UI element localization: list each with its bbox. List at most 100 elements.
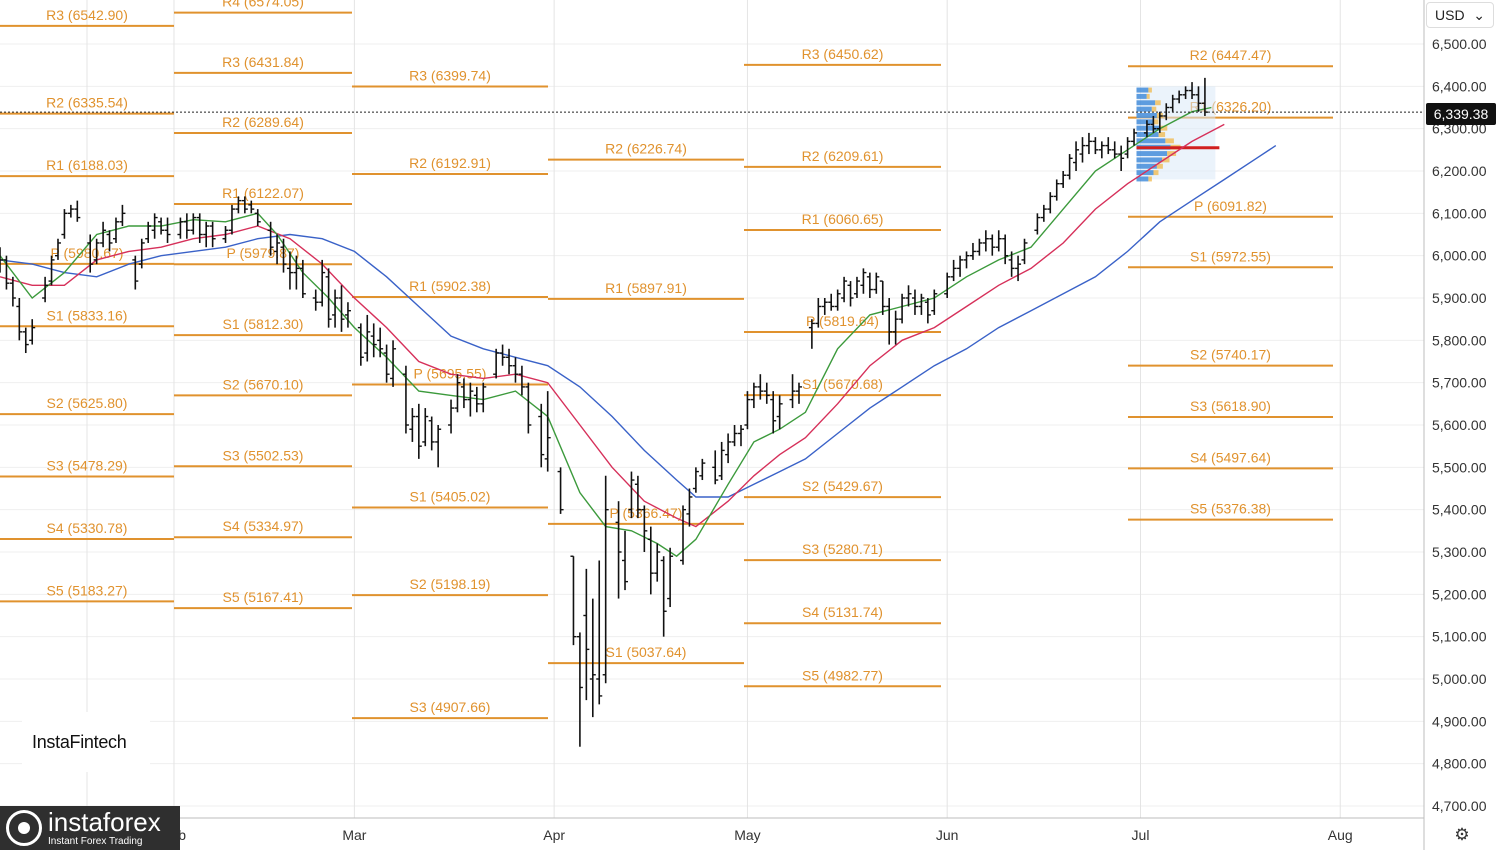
y-tick-label: 5,200.00 [1432, 586, 1487, 602]
y-tick-label: 6,000.00 [1432, 248, 1487, 264]
instaforex-logo-icon [6, 810, 42, 846]
volume-profile-bin [1136, 106, 1152, 112]
pivot-level-label: R2 (6289.64) [222, 114, 304, 130]
volume-profile-bin [1167, 151, 1177, 157]
pivot-level-label: S5 (5376.38) [1190, 501, 1271, 517]
pivot-level-label: S4 (5131.74) [802, 604, 883, 620]
volume-profile-bin [1153, 170, 1159, 176]
instaforex-logo: instaforex Instant Forex Trading [0, 806, 180, 850]
currency-label: USD [1435, 7, 1465, 23]
pivot-level-label: S1 (5833.16) [47, 307, 128, 323]
y-tick-label: 5,700.00 [1432, 375, 1487, 391]
pivot-level-label: P (5980.67) [51, 245, 124, 261]
pivot-level-label: S3 (5618.90) [1190, 398, 1271, 414]
volume-profile-bin [1148, 176, 1152, 182]
volume-profile-bin [1136, 157, 1162, 163]
currency-selector[interactable]: USD ⌄ [1426, 2, 1494, 28]
watermark-brand: InstaFintech [22, 712, 150, 772]
pivot-level-label: S3 (5502.53) [223, 447, 304, 463]
volume-profile-bin [1155, 100, 1161, 106]
y-tick-label: 4,900.00 [1432, 713, 1487, 729]
x-tick-label: Aug [1328, 827, 1353, 843]
y-tick-label: 5,400.00 [1432, 502, 1487, 518]
pivot-level-label: R2 (6209.61) [802, 148, 884, 164]
volume-profile-bin [1136, 113, 1157, 118]
ema-mid-series [0, 123, 1225, 528]
pivot-level-label: R1 (6060.65) [802, 211, 884, 227]
y-tick-label: 6,100.00 [1432, 205, 1487, 221]
volume-profile-bin [1146, 93, 1150, 99]
volume-profile-bin [1136, 138, 1166, 144]
pivot-level-label: R2 (6226.74) [605, 141, 687, 157]
chevron-down-icon: ⌄ [1473, 6, 1485, 23]
pivot-level-label: S1 (5972.55) [1190, 248, 1271, 264]
pivot-level-label: R4 (6574.05) [222, 0, 304, 10]
volume-profile-bin [1136, 119, 1154, 125]
volume-profile-bin [1136, 125, 1161, 131]
ema-slow-series [0, 145, 1277, 498]
x-tick-label: Jun [936, 827, 959, 843]
y-tick-label: 6,500.00 [1432, 36, 1487, 52]
y-tick-label: 5,300.00 [1432, 544, 1487, 560]
pivot-level-label: S2 (5670.10) [223, 376, 304, 392]
pivot-level-label: S3 (5280.71) [802, 541, 883, 557]
pivot-level-label: R3 (6542.90) [46, 7, 128, 23]
pivot-level-label: S1 (5670.68) [802, 376, 883, 392]
pivot-level-label: R1 (5902.38) [409, 278, 491, 294]
last-price-tag: 6,339.38 [1426, 103, 1496, 125]
pivot-level-label: S1 (5405.02) [410, 489, 491, 505]
volume-profile-bin [1151, 106, 1157, 112]
pivot-level-label: S2 (5740.17) [1190, 347, 1271, 363]
y-tick-label: 5,800.00 [1432, 332, 1487, 348]
pivot-level-label: R3 (6399.74) [409, 67, 491, 83]
pivot-level-label: R2 (6335.54) [46, 95, 128, 111]
volume-profile-bin [1165, 138, 1174, 144]
pivot-level-label: P (5979.87) [227, 245, 300, 261]
pivot-level-label: R2 (6192.91) [409, 155, 491, 171]
pivot-level-label: P (6091.82) [1194, 198, 1267, 214]
pivot-level-label: R1 (6188.03) [46, 157, 128, 173]
pivot-level-label: R3 (6450.62) [802, 46, 884, 62]
logo-name: instaforex [48, 807, 161, 837]
pivot-level-label: S4 (5497.64) [1190, 449, 1271, 465]
volume-profile-bin [1136, 151, 1168, 157]
pivot-level-label: S2 (5429.67) [802, 478, 883, 494]
y-tick-label: 6,200.00 [1432, 163, 1487, 179]
volume-profile-bin [1136, 176, 1149, 182]
gear-icon[interactable]: ⚙ [1454, 825, 1470, 844]
pivot-level-label: R1 (5897.91) [605, 280, 687, 296]
volume-profile-bin [1160, 125, 1168, 131]
pivot-level-label: R3 (6431.84) [222, 54, 304, 70]
pivot-level-label: S3 (4907.66) [410, 699, 491, 715]
pivot-level-label: P (5366.47) [610, 505, 683, 521]
x-tick-label: Jul [1132, 827, 1150, 843]
pivot-level-label: R1 (6122.07) [222, 185, 304, 201]
x-tick-label: Apr [543, 827, 565, 843]
volume-profile-bin [1156, 163, 1163, 169]
y-tick-label: 6,400.00 [1432, 78, 1487, 94]
y-tick-label: 4,800.00 [1432, 756, 1487, 772]
volume-profile-bin [1136, 87, 1149, 93]
pivot-level-label: S4 (5330.78) [47, 520, 128, 536]
y-tick-label: 5,000.00 [1432, 671, 1487, 687]
pivot-level-label: P (5819.64) [806, 313, 879, 329]
logo-tagline: Instant Forex Trading [48, 836, 143, 847]
pivot-level-label: S3 (5478.29) [47, 458, 128, 474]
volume-profile-bin [1158, 132, 1166, 137]
y-tick-label: 5,500.00 [1432, 459, 1487, 475]
pivot-level-label: S4 (5334.97) [223, 518, 304, 534]
pivot-level-label: S2 (5625.80) [47, 395, 128, 411]
pivot-level-label: R2 (6447.47) [1190, 47, 1272, 63]
volume-profile-bin [1148, 87, 1152, 93]
x-tick-label: May [734, 827, 760, 843]
pivot-level-label: S1 (5812.30) [223, 316, 304, 332]
y-tick-label: 5,600.00 [1432, 417, 1487, 433]
volume-profile-bin [1161, 157, 1170, 163]
pivot-level-label: S2 (5198.19) [410, 576, 491, 592]
volume-profile-bin [1136, 100, 1156, 106]
pivot-level-label: S5 (5183.27) [47, 582, 128, 598]
pivot-level-label: S5 (5167.41) [223, 589, 304, 605]
pivot-level-label: S5 (4982.77) [802, 667, 883, 683]
